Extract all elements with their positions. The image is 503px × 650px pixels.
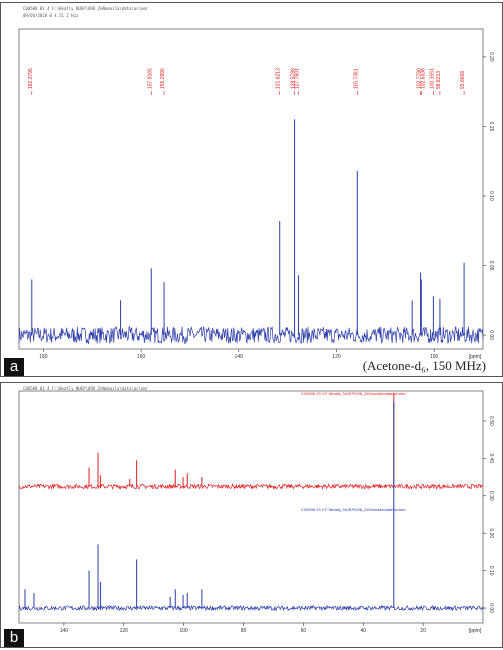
- peak-label: 128.5798: [291, 68, 297, 89]
- x-tick-label: 120: [120, 628, 129, 634]
- y-tick-label: 0.10: [488, 566, 494, 576]
- peak-label: 102.7790: [417, 68, 423, 89]
- y-tick-label: 0.00: [488, 603, 494, 613]
- x-tick-label: 120: [332, 354, 341, 360]
- x-axis-unit: [ppm]: [469, 628, 482, 634]
- series-noise-line: [18, 482, 484, 491]
- peak-label: 115.7361: [353, 68, 359, 89]
- x-tick-label: 160: [137, 354, 146, 360]
- x-axis-unit: [ppm]: [469, 354, 482, 360]
- peak-label: 182.3795: [28, 68, 34, 89]
- peak-label: 102.6336: [420, 68, 426, 89]
- peak-label: 98.8213: [436, 71, 442, 89]
- y-tick-label: 0.50: [488, 416, 494, 426]
- y-tick-label: 0.00: [488, 330, 494, 340]
- x-tick-label: 60: [301, 628, 307, 634]
- trace-label-blue: C00508 13 4 F:\Beatly_NUEP\098_ZeNomaila…: [301, 507, 406, 512]
- peak-label: 155.2996: [160, 68, 166, 89]
- plot-frame: [18, 390, 484, 624]
- series-noise-line: [18, 325, 484, 345]
- panel-a-header-line2: 09/03/2018 0 4.51 2 Hzz: [23, 13, 79, 18]
- x-tick-label: 140: [235, 354, 244, 360]
- y-tick-label: 0.40: [488, 453, 494, 463]
- panel-a: C00508 01 4 F:\Beatly_NUEP\098_ZeNomaila…: [0, 2, 503, 377]
- plot-frame: [18, 28, 484, 350]
- x-tick-label: 100: [179, 628, 188, 634]
- panel-b-spectrum-chart: 140 120 100 80 60 40 20 [ppm] 0.00 0.10 0.20 0.30 0.…: [18, 390, 494, 634]
- solvent-note: (Acetone-d₆, 150 MHz): [362, 358, 486, 373]
- y-tick-label: 0.30: [488, 491, 494, 501]
- panel-b-header-line1: C00508 01 4 F:\Beatly_NUEP\098_ZeNomaila…: [23, 386, 149, 391]
- x-tick-label: 80: [241, 628, 247, 634]
- series-noise-line: [18, 604, 484, 612]
- y-tick-label: 0.05: [488, 261, 494, 271]
- y-tick-label: 0.20: [488, 52, 494, 62]
- peak-label: 93.8668: [460, 71, 466, 89]
- panel-a-header-line1: C00508 01 4 F:\Beatly_NUEP\098_ZeNomaila…: [23, 6, 149, 11]
- peak-label: 131.6213: [276, 68, 282, 89]
- panel-a-spectrum-chart: 180 160 140 120 100 [ppm] 0.00 0.05 0.10 0.15 0.20…: [18, 28, 494, 360]
- panel-b-letter: b: [4, 629, 24, 647]
- peak-label: 127.7801: [294, 68, 300, 89]
- peak-label: 157.9165: [147, 68, 153, 89]
- peak-label: 100.1551: [429, 68, 435, 89]
- x-tick-label: 40: [360, 628, 366, 634]
- trace-label-red: C00508 13 4 F:\Beatly_NUEP\098_ZeNomaila…: [301, 391, 406, 396]
- panel-b: C00508 01 4 F:\Beatly_NUEP\098_ZeNomaila…: [0, 382, 503, 648]
- x-tick-label: 140: [60, 628, 69, 634]
- x-tick-label: 20: [420, 628, 426, 634]
- y-tick-label: 0.15: [488, 122, 494, 132]
- y-tick-label: 0.10: [488, 191, 494, 201]
- y-tick-label: 0.20: [488, 528, 494, 538]
- x-tick-label: 100: [430, 354, 439, 360]
- panel-a-letter: a: [4, 358, 24, 376]
- x-tick-label: 180: [39, 354, 48, 360]
